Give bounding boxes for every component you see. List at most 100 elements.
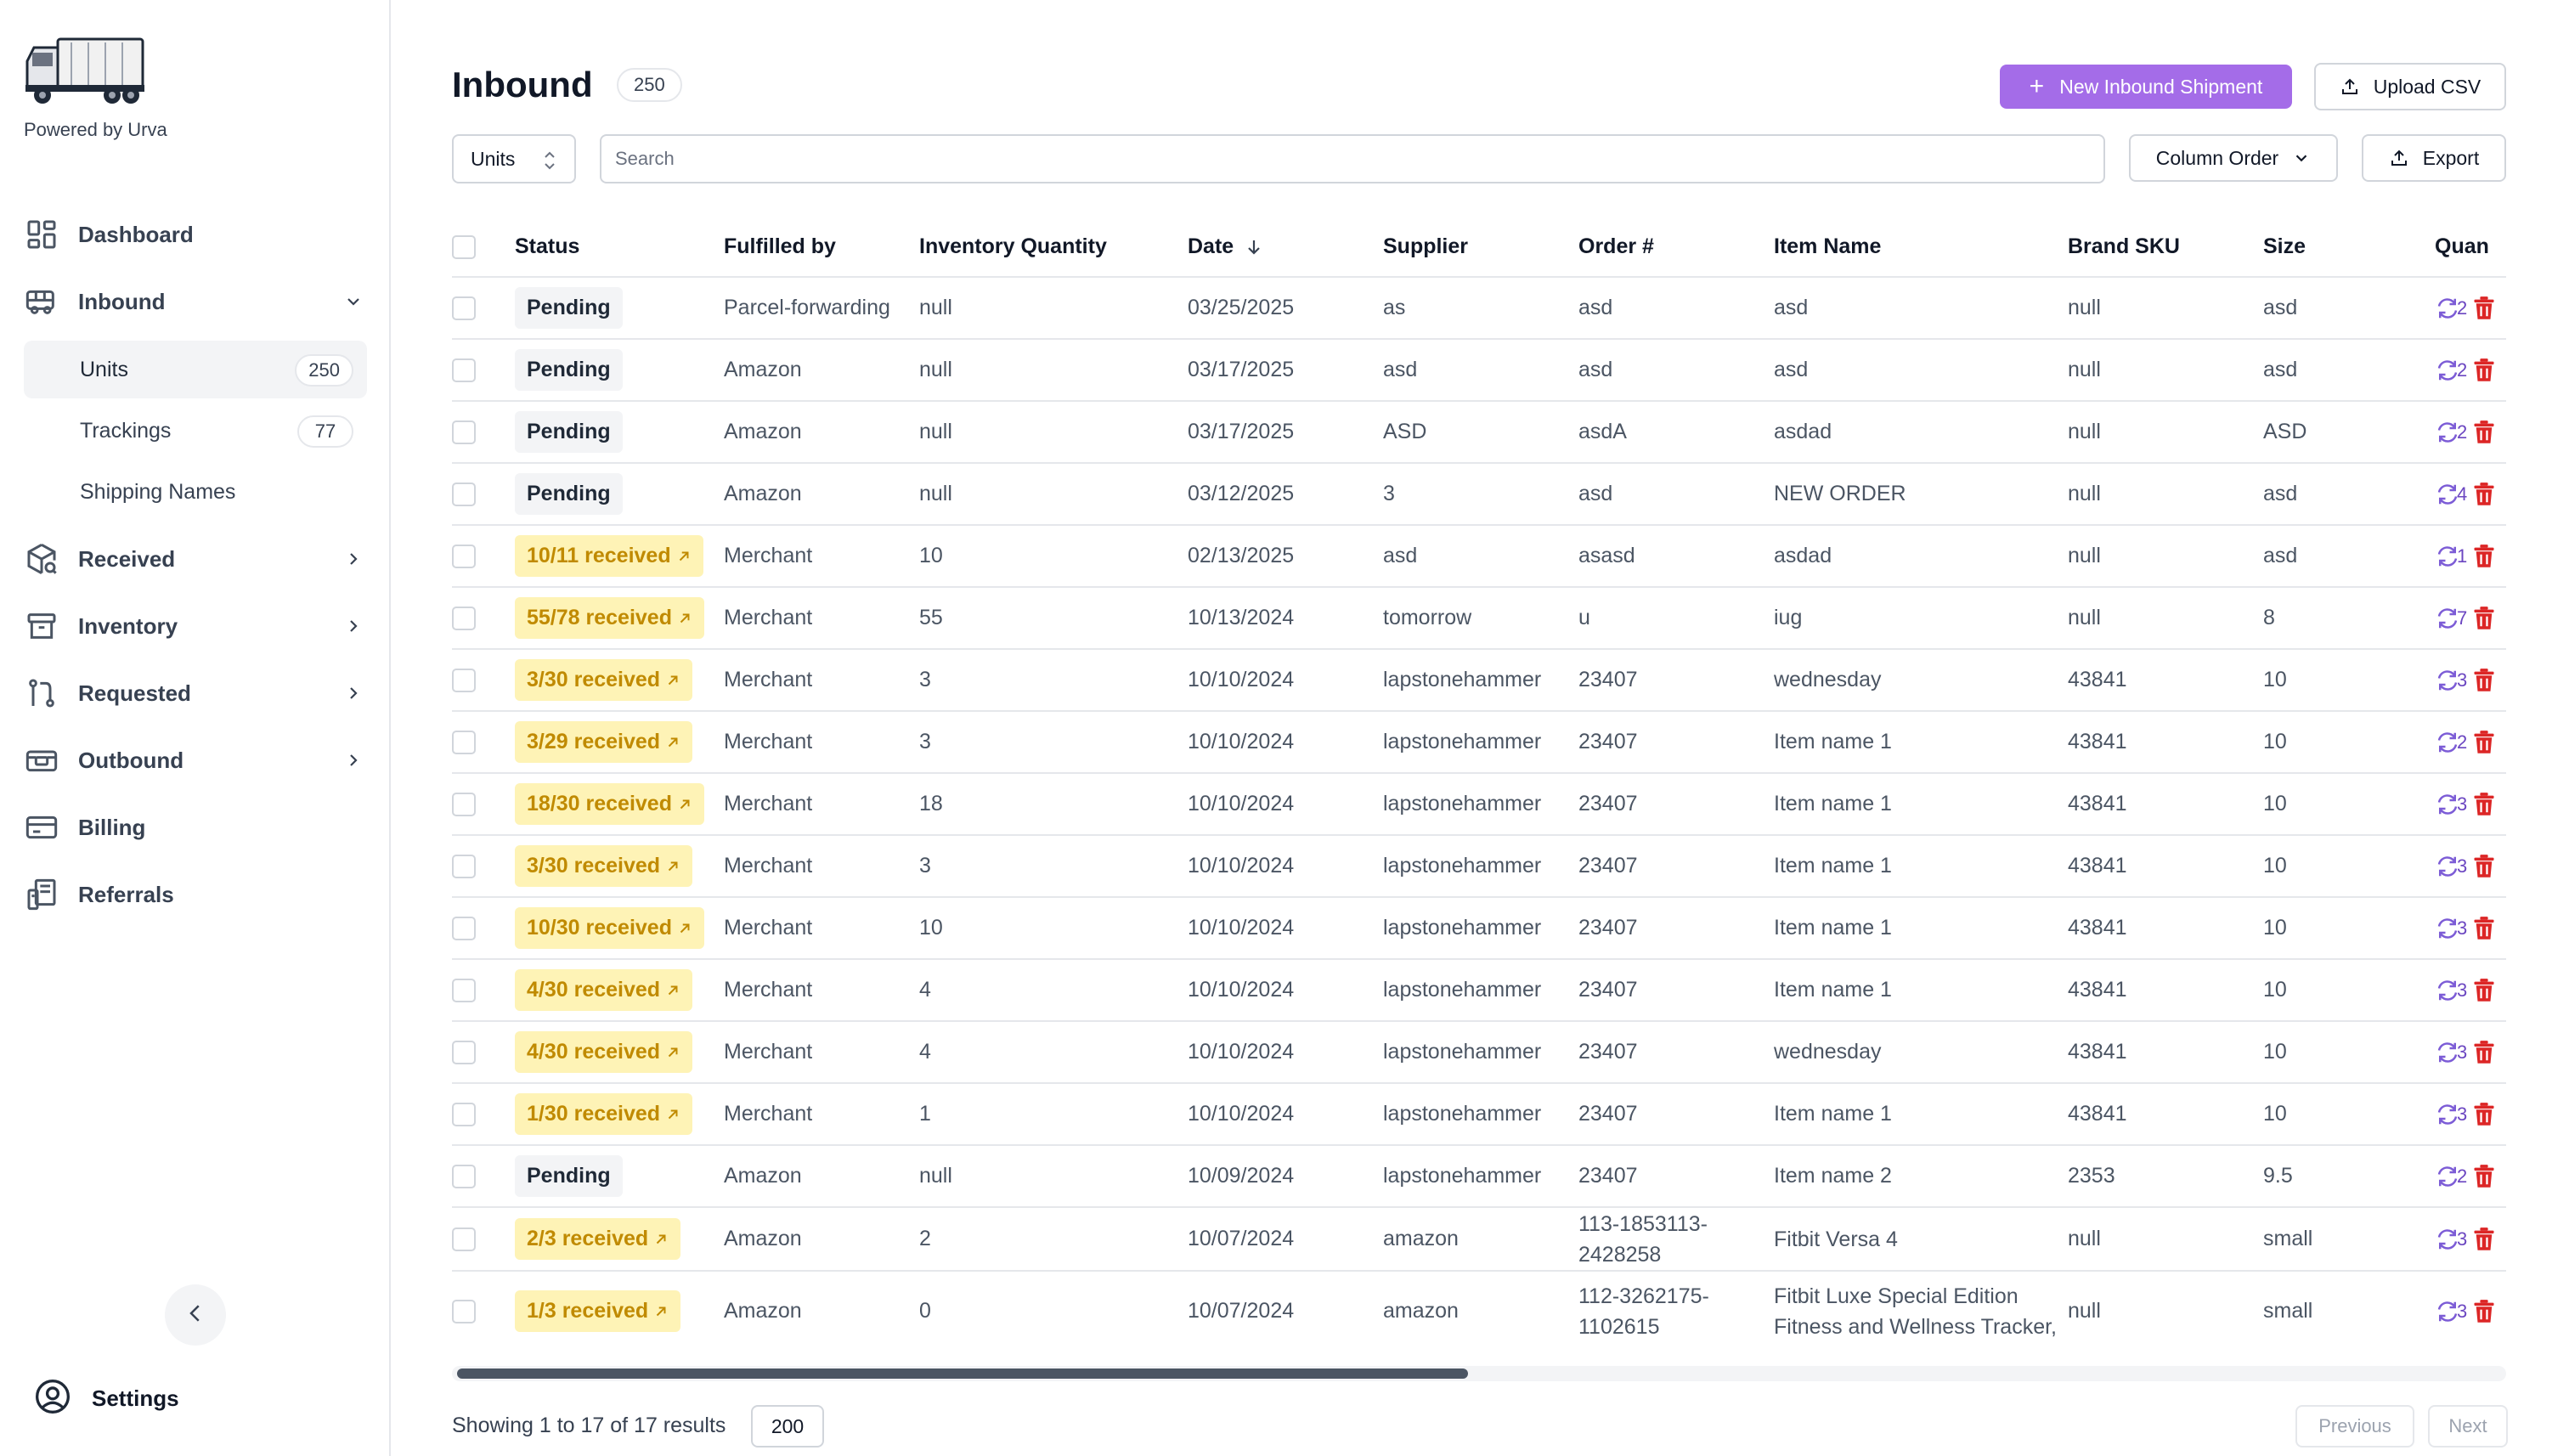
table-row[interactable]: 3/30 received Merchant 3 10/10/2024 lapstone… [452,834,2506,897]
sidebar-item-trackings[interactable]: Trackings 77 [24,402,367,460]
column-header[interactable]: Supplier [1383,234,1469,258]
refresh-icon[interactable] [2435,544,2460,569]
status-badge-received[interactable]: 55/78 received [515,597,704,639]
nav-referrals[interactable]: Referrals [24,869,367,920]
export-button[interactable]: Export [2362,134,2506,182]
refresh-icon[interactable] [2435,1040,2460,1065]
refresh-icon[interactable] [2435,1164,2460,1189]
status-badge-received[interactable]: 10/30 received [515,907,704,949]
trash-icon[interactable] [2472,668,2496,693]
table-row[interactable]: 3/29 received Merchant 3 10/10/2024 lapstone… [452,710,2506,773]
refresh-icon[interactable] [2435,606,2460,631]
trash-icon[interactable] [2472,420,2496,445]
row-checkbox[interactable] [452,1103,476,1127]
table-row[interactable]: Pending Amazon null 03/12/2025 3 asd NEW ORDER… [452,462,2506,525]
refresh-icon[interactable] [2435,854,2460,879]
status-badge-received[interactable]: 4/30 received [515,969,693,1011]
table-row[interactable]: 4/30 received Merchant 4 10/10/2024 lapstone… [452,958,2506,1021]
trash-icon[interactable] [2472,358,2496,383]
refresh-icon[interactable] [2435,358,2460,383]
refresh-icon[interactable] [2435,1227,2460,1252]
table-row[interactable]: 55/78 received Merchant 55 10/13/2024 tomorr… [452,586,2506,649]
nav-billing[interactable]: Billing [24,802,367,853]
trash-icon[interactable] [2472,1164,2496,1189]
row-checkbox[interactable] [452,358,476,383]
trash-icon[interactable] [2472,544,2496,569]
column-header[interactable]: Quan [2435,234,2489,258]
page-size-select[interactable]: 200 [751,1405,824,1448]
table-row[interactable]: Pending Parcel-forwarding null 03/25/2025 as… [452,276,2506,339]
column-order-button[interactable]: Column Order [2129,134,2338,182]
new-inbound-shipment-button[interactable]: + New Inbound Shipment [2000,65,2292,109]
nav-dashboard[interactable]: Dashboard [24,209,367,260]
status-badge-received[interactable]: 2/3 received [515,1218,681,1260]
search-input[interactable] [600,134,2105,183]
row-checkbox[interactable] [452,1227,476,1252]
status-badge-received[interactable]: 18/30 received [515,783,704,825]
collapse-sidebar-button[interactable] [165,1284,226,1346]
row-checkbox[interactable] [452,669,476,693]
status-badge-received[interactable]: 3/30 received [515,845,693,887]
table-row[interactable]: 3/30 received Merchant 3 10/10/2024 lapstone… [452,648,2506,711]
column-header[interactable]: Size [2263,234,2306,258]
column-header[interactable]: Inventory Quantity [919,234,1107,258]
column-header[interactable]: Fulfilled by [724,234,836,258]
column-header[interactable]: Brand SKU [2068,234,2180,258]
table-row[interactable]: 18/30 received Merchant 18 10/10/2024 lapsto… [452,772,2506,835]
table-row[interactable]: Pending Amazon null 03/17/2025 ASD asdA asdad n… [452,400,2506,463]
row-checkbox[interactable] [452,420,476,445]
table-row[interactable]: 10/11 received Merchant 10 02/13/2025 asd asa… [452,524,2506,587]
sidebar-item-units[interactable]: Units 250 [24,341,367,398]
refresh-icon[interactable] [2435,482,2460,507]
upload-csv-button[interactable]: Upload CSV [2314,63,2506,110]
trash-icon[interactable] [2472,978,2496,1003]
row-checkbox[interactable] [452,1041,476,1065]
row-checkbox[interactable] [452,483,476,507]
column-header[interactable]: Order # [1578,234,1654,258]
row-checkbox[interactable] [452,545,476,569]
nav-inventory[interactable]: Inventory [24,601,367,652]
table-row[interactable]: 2/3 received Amazon 2 10/07/2024 amazon 113-1… [452,1206,2506,1271]
select-all-checkbox[interactable] [452,235,476,260]
nav-inbound[interactable]: Inbound [24,276,367,327]
refresh-icon[interactable] [2435,792,2460,817]
sidebar-item-shipping-names[interactable]: Shipping Names [24,463,367,521]
row-checkbox[interactable] [452,1165,476,1189]
status-badge-received[interactable]: 4/30 received [515,1031,693,1073]
row-checkbox[interactable] [452,917,476,941]
row-checkbox[interactable] [452,731,476,755]
table-row[interactable]: 1/30 received Merchant 1 10/10/2024 lapstone… [452,1082,2506,1145]
trash-icon[interactable] [2472,1040,2496,1065]
refresh-icon[interactable] [2435,1102,2460,1127]
status-badge-received[interactable]: 1/3 received [515,1290,681,1332]
trash-icon[interactable] [2472,296,2496,321]
refresh-icon[interactable] [2435,916,2460,941]
column-header[interactable]: Status [515,234,580,258]
trash-icon[interactable] [2472,1299,2496,1324]
status-badge-received[interactable]: 1/30 received [515,1093,693,1135]
previous-page-button[interactable]: Previous [2295,1405,2414,1448]
table-row[interactable]: Pending Amazon null 03/17/2025 asd asd asd null… [452,338,2506,401]
next-page-button[interactable]: Next [2428,1405,2508,1448]
horizontal-scrollbar[interactable] [452,1366,2506,1381]
row-checkbox[interactable] [452,979,476,1003]
status-badge-received[interactable]: 3/30 received [515,659,693,701]
row-checkbox[interactable] [452,296,476,321]
column-header[interactable]: Item Name [1774,234,1882,258]
column-header-date[interactable]: Date [1188,217,1383,277]
trash-icon[interactable] [2472,792,2496,817]
units-select[interactable]: Units [452,134,576,183]
refresh-icon[interactable] [2435,1299,2460,1324]
scrollbar-thumb[interactable] [457,1369,1468,1379]
status-badge-received[interactable]: 10/11 received [515,535,703,577]
refresh-icon[interactable] [2435,296,2460,321]
trash-icon[interactable] [2472,482,2496,507]
nav-requested[interactable]: Requested [24,668,367,719]
settings-link[interactable]: Settings [34,1378,179,1419]
table-row[interactable]: 4/30 received Merchant 4 10/10/2024 lapstone… [452,1020,2506,1083]
table-row[interactable]: 1/3 received Amazon 0 10/07/2024 amazon 112-3… [452,1270,2506,1351]
trash-icon[interactable] [2472,730,2496,755]
row-checkbox[interactable] [452,607,476,631]
trash-icon[interactable] [2472,916,2496,941]
nav-received[interactable]: Received [24,533,367,584]
